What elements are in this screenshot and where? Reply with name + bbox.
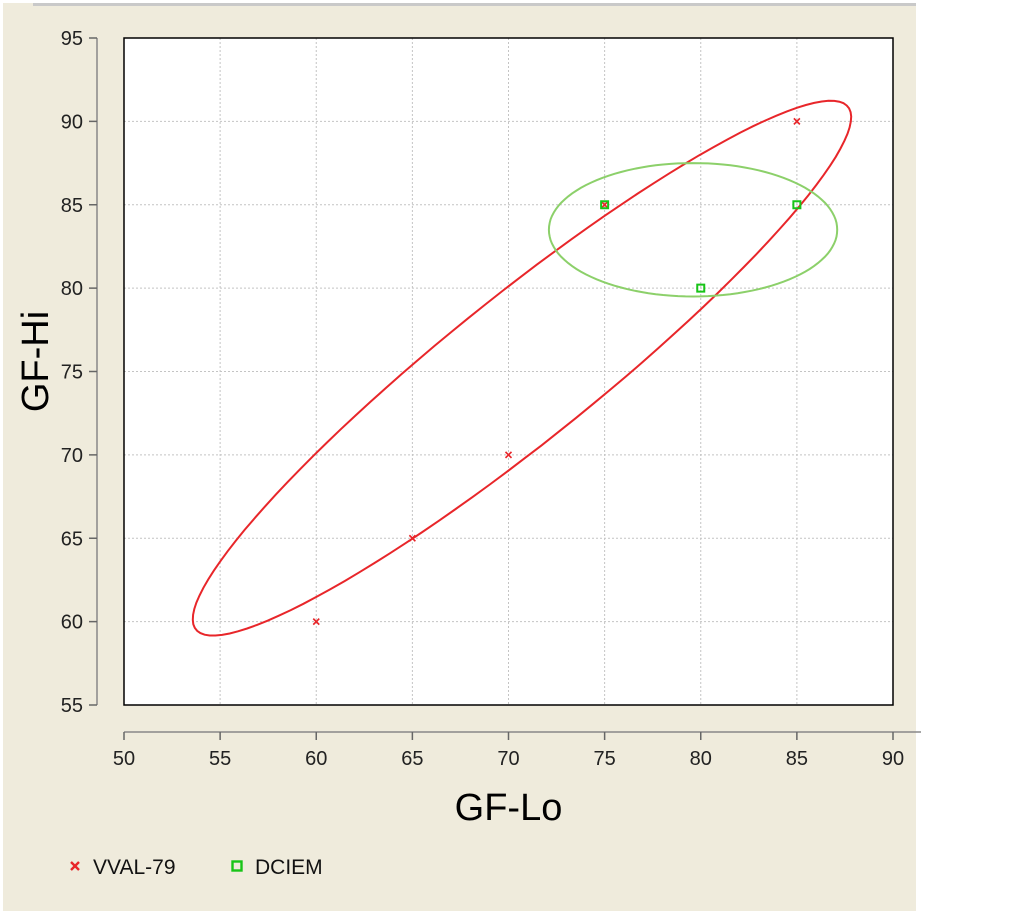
point-series0-2: [504, 451, 513, 459]
legend: VVAL-79 DCIEM: [70, 856, 323, 879]
point-series1-2: [792, 200, 802, 210]
x-tick-label-70: 70: [497, 748, 519, 770]
y-tick-label-65: 65: [61, 528, 83, 550]
x-tick-label-55: 55: [209, 748, 231, 770]
x-tick-label-85: 85: [786, 748, 808, 770]
legend-marker-0: [70, 861, 80, 871]
axis-ticks: 55 60 65 70 75 80 85 90 95 50 55 60 65 70 75 80 85 90: [61, 28, 904, 770]
density-ellipse-0: [191, 99, 853, 637]
point-series0-4: [793, 117, 801, 125]
point-series0-3: [601, 201, 609, 209]
x-tick-label-80: 80: [690, 748, 712, 770]
x-tick-label-75: 75: [594, 748, 616, 770]
point-stroke: [312, 618, 320, 626]
y-tick-label-85: 85: [61, 195, 83, 217]
point-series1-1: [696, 283, 706, 293]
point-series0-1: [408, 534, 416, 542]
y-axis-title: GF-Hi: [15, 311, 57, 412]
panel-top-border: [33, 3, 916, 6]
point-stroke: [793, 117, 801, 125]
plot-frame: [123, 37, 894, 706]
data-points: [312, 117, 802, 626]
x-tick-label-50: 50: [113, 748, 135, 770]
x-tick-label-90: 90: [882, 748, 904, 770]
y-tick-label-90: 90: [61, 111, 83, 133]
x-tick-label-65: 65: [401, 748, 423, 770]
density-ellipse-1: [547, 162, 839, 298]
legend-label-1: DCIEM: [255, 856, 323, 879]
point-series0-0: [312, 618, 320, 626]
y-tick-label-80: 80: [61, 278, 83, 300]
point-stroke: [408, 534, 416, 542]
y-tick-label-60: 60: [61, 612, 83, 634]
y-tick-label-75: 75: [61, 362, 83, 384]
x-tick-label-60: 60: [305, 748, 327, 770]
density-ellipses: [191, 99, 853, 637]
legend-label-0: VVAL-79: [93, 856, 176, 879]
legend-marker-1: [231, 860, 243, 872]
x-axis-title: GF-Lo: [455, 787, 563, 829]
y-tick-label-70: 70: [61, 445, 83, 467]
y-tick-label-55: 55: [61, 695, 83, 717]
y-tick-label-95: 95: [61, 28, 83, 50]
point-series1-0: [600, 200, 610, 210]
point-stroke: [504, 451, 513, 459]
point-stroke: [601, 201, 609, 209]
